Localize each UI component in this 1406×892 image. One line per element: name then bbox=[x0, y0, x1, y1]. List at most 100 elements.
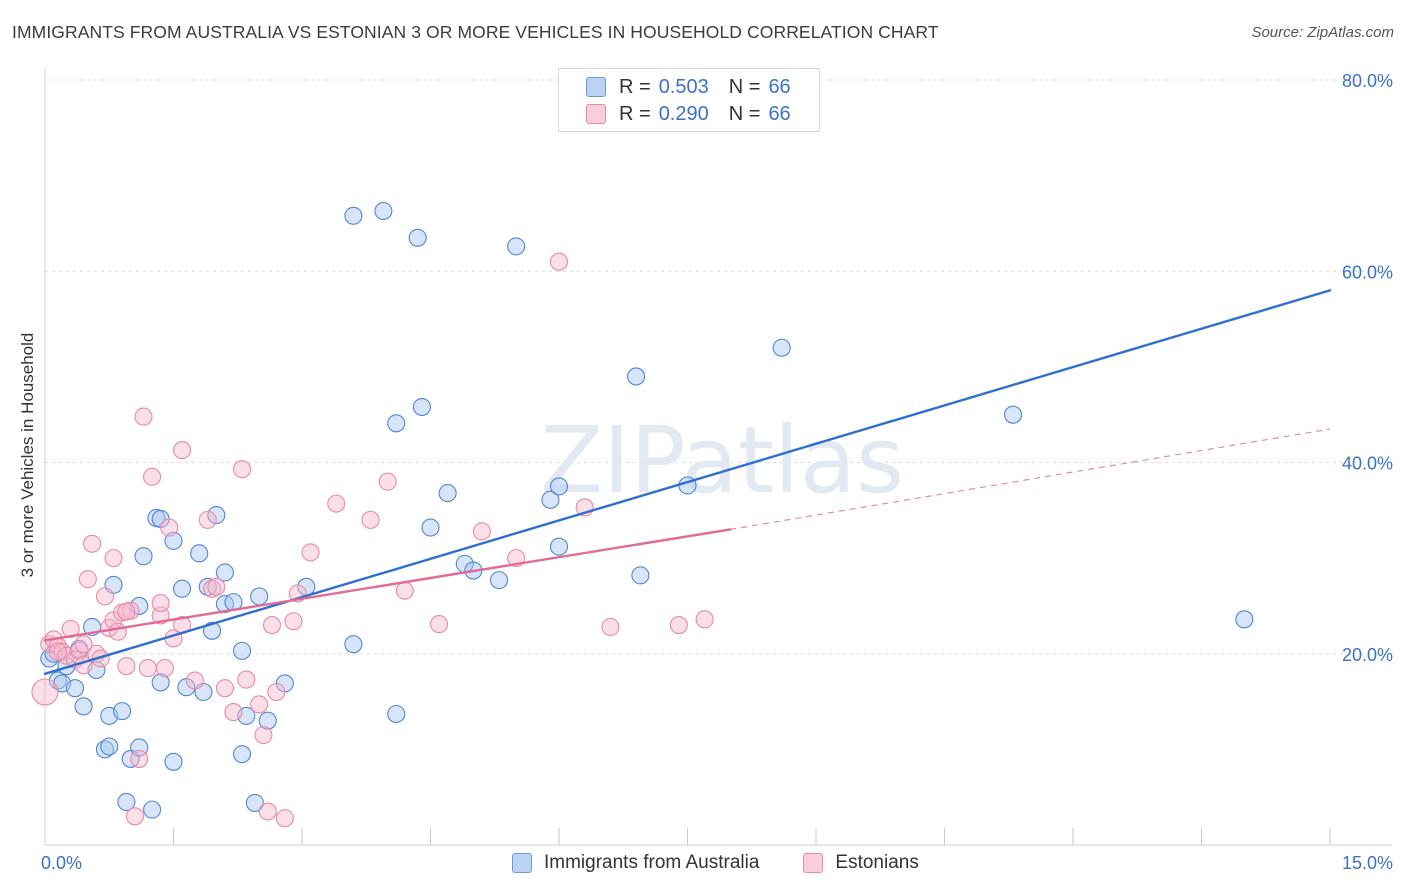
data-point bbox=[489, 571, 509, 590]
y-tick-label: 20.0% bbox=[1342, 645, 1393, 665]
data-point bbox=[31, 678, 59, 706]
data-point bbox=[549, 252, 569, 271]
data-point bbox=[143, 800, 162, 819]
legend-label: Estonians bbox=[835, 852, 919, 873]
data-point bbox=[155, 659, 174, 678]
data-point bbox=[430, 615, 449, 634]
data-point bbox=[631, 566, 650, 585]
tick-labels: 20.0% 40.0% 60.0% 80.0% 0.0% 15.0% bbox=[41, 71, 1393, 873]
data-point bbox=[160, 518, 179, 537]
data-point bbox=[258, 802, 277, 821]
data-point bbox=[250, 695, 269, 714]
data-point bbox=[472, 522, 491, 541]
data-point bbox=[104, 549, 123, 568]
data-point bbox=[173, 579, 192, 598]
data-point bbox=[275, 809, 294, 828]
trend-line-australia bbox=[43, 289, 1332, 676]
data-point bbox=[258, 711, 277, 730]
data-point bbox=[215, 563, 234, 582]
data-point bbox=[130, 749, 149, 768]
data-point bbox=[74, 697, 93, 716]
series-legend: Immigrants from Australia Estonians bbox=[512, 852, 963, 874]
legend-swatch-blue bbox=[512, 853, 532, 873]
data-point bbox=[125, 807, 144, 826]
axes bbox=[44, 68, 1392, 846]
data-point bbox=[361, 510, 380, 529]
legend-item-estonians: Estonians bbox=[803, 852, 919, 874]
data-point bbox=[262, 616, 282, 635]
data-point bbox=[245, 793, 264, 812]
data-point bbox=[198, 510, 217, 529]
data-point bbox=[65, 679, 85, 698]
data-point bbox=[669, 616, 688, 635]
r-value: 0.290 bbox=[658, 102, 709, 125]
gridlines bbox=[45, 79, 1392, 655]
data-point bbox=[254, 725, 273, 745]
data-point bbox=[421, 518, 440, 537]
data-point bbox=[117, 792, 136, 812]
data-point bbox=[134, 407, 153, 426]
series-estonians-points bbox=[31, 252, 714, 828]
data-point bbox=[164, 752, 183, 771]
data-point bbox=[203, 621, 222, 640]
trend-line-estonians bbox=[43, 528, 732, 642]
data-point bbox=[190, 544, 209, 563]
data-point bbox=[541, 490, 560, 509]
data-point bbox=[408, 228, 427, 247]
data-point bbox=[151, 673, 170, 692]
legend-swatch-pink bbox=[586, 104, 606, 124]
data-point bbox=[507, 237, 526, 256]
data-point bbox=[237, 670, 256, 689]
data-point bbox=[78, 570, 97, 589]
data-point bbox=[232, 745, 252, 764]
legend-swatch-pink bbox=[803, 853, 824, 873]
data-point bbox=[267, 682, 286, 702]
data-point bbox=[232, 460, 252, 479]
data-point bbox=[1003, 405, 1023, 424]
data-point bbox=[215, 679, 234, 698]
n-label: N = bbox=[728, 102, 761, 125]
x-tick-label: 15.0% bbox=[1342, 853, 1393, 873]
data-point bbox=[108, 622, 127, 641]
source-credit: Source: ZipAtlas.com bbox=[1251, 24, 1394, 41]
data-point bbox=[143, 467, 162, 486]
data-point bbox=[74, 635, 93, 654]
data-point bbox=[95, 587, 115, 606]
data-point bbox=[374, 201, 393, 221]
legend-label: Immigrants from Australia bbox=[544, 852, 760, 873]
data-point bbox=[48, 642, 67, 661]
data-point bbox=[250, 587, 269, 606]
data-point bbox=[1235, 610, 1254, 629]
data-point bbox=[117, 657, 136, 676]
data-point bbox=[344, 206, 363, 225]
n-label: N = bbox=[728, 75, 761, 98]
data-point bbox=[549, 537, 569, 556]
data-point bbox=[138, 659, 157, 678]
data-points bbox=[31, 201, 1254, 828]
data-point bbox=[412, 397, 431, 417]
correlation-legend: R = 0.503 N = 66 R = 0.290 N = 66 bbox=[558, 68, 820, 132]
data-point bbox=[134, 547, 153, 566]
x-tick-label: 0.0% bbox=[41, 853, 82, 873]
y-tick-label: 80.0% bbox=[1342, 71, 1393, 91]
data-point bbox=[438, 484, 457, 503]
data-point bbox=[117, 602, 136, 621]
data-point bbox=[627, 367, 646, 386]
n-value: 66 bbox=[768, 102, 791, 125]
data-point bbox=[185, 671, 204, 690]
data-point bbox=[601, 617, 620, 637]
data-point bbox=[207, 577, 226, 596]
data-point bbox=[232, 641, 252, 660]
data-point bbox=[301, 543, 320, 562]
data-point bbox=[284, 612, 303, 631]
data-point bbox=[344, 635, 363, 654]
data-point bbox=[207, 506, 226, 525]
data-point bbox=[83, 534, 102, 553]
data-point bbox=[772, 338, 791, 357]
data-point bbox=[387, 414, 406, 433]
data-point bbox=[164, 531, 183, 550]
data-point bbox=[378, 472, 397, 491]
r-value: 0.503 bbox=[658, 75, 709, 98]
data-point bbox=[395, 581, 414, 600]
